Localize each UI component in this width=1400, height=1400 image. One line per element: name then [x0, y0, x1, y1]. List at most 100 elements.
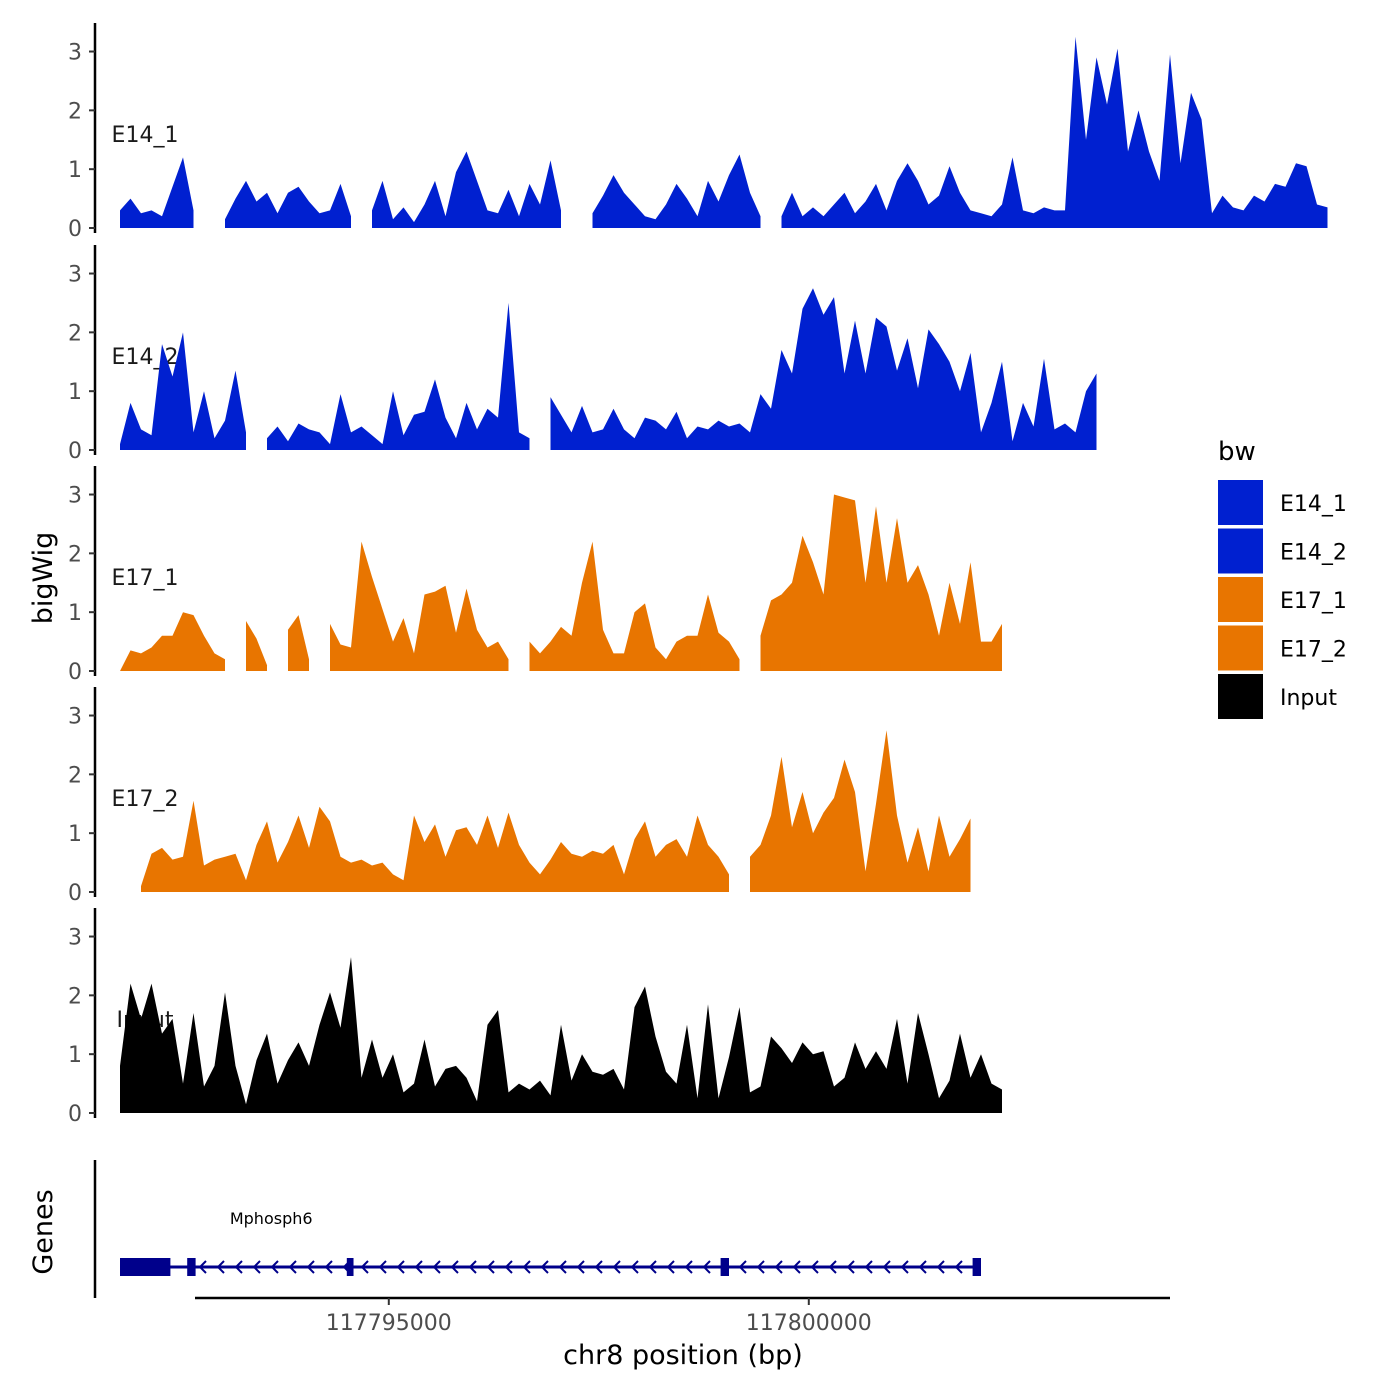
strand-arrow — [414, 1260, 423, 1274]
tracks-layer: 0123E14_10123E14_20123E17_10123E17_20123… — [68, 23, 1328, 1127]
strand-arrow — [288, 1260, 297, 1274]
strand-arrow — [522, 1260, 531, 1274]
strand-arrow — [324, 1260, 333, 1274]
area-segment-E17_1 — [529, 541, 740, 671]
area-segment-E14_1 — [372, 151, 561, 228]
y-tick-label: 1 — [68, 158, 82, 183]
strand-arrow — [450, 1260, 459, 1274]
strand-arrow — [576, 1260, 585, 1274]
track-E17_1: 0 1 2 3 E17_1 — [68, 466, 1002, 685]
area-segment-E14_1 — [225, 180, 351, 228]
strand-arrow — [630, 1260, 639, 1274]
y-tick-label: 1 — [68, 1043, 82, 1068]
y-tick-label: 3 — [68, 41, 82, 66]
strand-arrow — [738, 1260, 747, 1274]
legend-label: E14_2 — [1280, 541, 1347, 566]
gene-exon-thick — [120, 1258, 171, 1276]
strand-arrow — [918, 1260, 927, 1274]
x-axis: 117795000 117800000 — [195, 1296, 1170, 1336]
strand-arrow — [360, 1260, 369, 1274]
track-label: E17_1 — [112, 566, 179, 591]
y-tick-label: 2 — [68, 542, 82, 567]
y-tick-label: 2 — [68, 321, 82, 346]
area-segment-E14_2 — [120, 332, 246, 450]
legend-swatch — [1218, 674, 1263, 719]
area-segment-E14_2 — [550, 288, 1097, 450]
track-label: E14_1 — [112, 123, 179, 148]
strand-arrow — [396, 1260, 405, 1274]
gene-exon — [720, 1258, 729, 1276]
area-segment-Input — [120, 957, 1002, 1113]
area-segment-E17_1 — [288, 615, 309, 671]
gene-panel: Mphosph6 — [93, 1160, 981, 1298]
x-axis-title: chr8 position (bp) — [563, 1340, 803, 1371]
strand-arrow — [846, 1260, 855, 1274]
area-segment-E14_1 — [120, 157, 194, 228]
y-tick-label: 0 — [68, 439, 82, 464]
area-segment-E14_2 — [267, 302, 530, 450]
strand-arrow — [900, 1260, 909, 1274]
y-tick-label: 1 — [68, 601, 82, 626]
y-tick-label: 3 — [68, 484, 82, 509]
strand-arrow — [540, 1260, 549, 1274]
legend-entry-E14_1: E14_1 — [1218, 480, 1347, 525]
x-tick-label: 117800000 — [746, 1311, 872, 1336]
area-segment-E17_2 — [141, 800, 729, 892]
strand-arrow — [468, 1260, 477, 1274]
strand-arrow — [756, 1260, 765, 1274]
strand-arrow — [558, 1260, 567, 1274]
x-tick-label: 117795000 — [326, 1311, 452, 1336]
strand-arrow — [864, 1260, 873, 1274]
y-tick-label: 3 — [68, 263, 82, 288]
legend-entry-E17_2: E17_2 — [1218, 625, 1347, 671]
legend-entry-E14_2: E14_2 — [1218, 528, 1347, 574]
legend-label: E14_1 — [1280, 492, 1347, 517]
legend-label: Input — [1280, 686, 1337, 711]
strand-arrow — [954, 1260, 963, 1274]
strand-arrow — [216, 1260, 225, 1274]
y-tick-label: 0 — [68, 660, 82, 685]
strand-arrow — [828, 1260, 837, 1274]
strand-arrow — [810, 1260, 819, 1274]
legend-swatch — [1218, 528, 1263, 574]
legend-swatch — [1218, 625, 1263, 671]
strand-arrow — [270, 1260, 279, 1274]
gene-exon — [187, 1258, 196, 1276]
gene-name-label: Mphosph6 — [230, 1209, 313, 1228]
y-tick-label: 1 — [68, 380, 82, 405]
gene-exon — [346, 1258, 354, 1276]
y-tick-label: 3 — [68, 705, 82, 730]
legend-swatch — [1218, 577, 1263, 622]
gene-exon — [972, 1258, 981, 1276]
strand-arrow — [504, 1260, 513, 1274]
strand-arrow — [378, 1260, 387, 1274]
area-segment-E17_1 — [120, 612, 225, 671]
legend-entry-Input: Input — [1218, 674, 1337, 719]
legend-label: E17_1 — [1280, 589, 1347, 614]
legend-swatch — [1218, 480, 1263, 525]
legend-title: bw — [1218, 437, 1256, 467]
strand-arrow — [774, 1260, 783, 1274]
strand-arrow — [612, 1260, 621, 1274]
legend: bw E14_1 E14_2 E17_1 E17_2 Input — [1218, 437, 1347, 719]
y-tick-label: 0 — [68, 217, 82, 242]
area-segment-E17_1 — [760, 494, 1002, 671]
y-tick-label: 2 — [68, 984, 82, 1009]
track-E17_2: 0 1 2 3 E17_2 — [68, 687, 971, 906]
strand-arrow — [882, 1260, 891, 1274]
legend-label: E17_2 — [1280, 638, 1347, 663]
y-tick-label: 1 — [68, 822, 82, 847]
track-Input: 0123Input — [68, 908, 1002, 1127]
y-tick-label: 0 — [68, 881, 82, 906]
area-segment-E17_1 — [246, 621, 267, 671]
strand-arrow — [666, 1260, 675, 1274]
strand-arrow — [594, 1260, 603, 1274]
strand-arrow — [792, 1260, 801, 1274]
legend-entry-E17_1: E17_1 — [1218, 577, 1347, 622]
y-axis-title: bigWig — [28, 532, 59, 625]
strand-arrow — [684, 1260, 693, 1274]
strand-arrow — [234, 1260, 243, 1274]
strand-arrow — [936, 1260, 945, 1274]
strand-arrow — [198, 1260, 207, 1274]
